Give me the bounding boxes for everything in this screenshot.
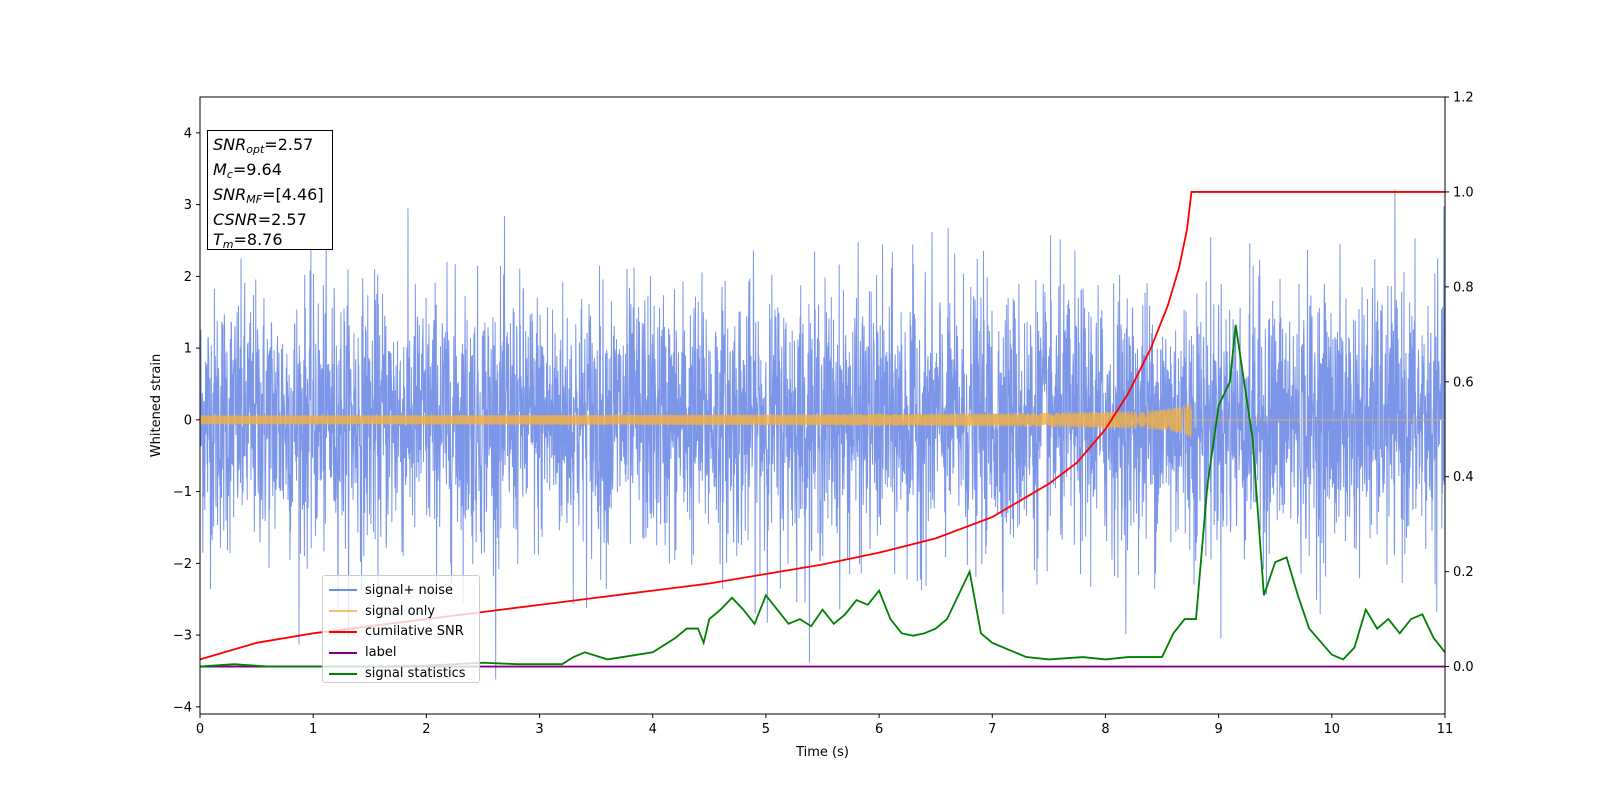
legend-swatch-label — [329, 651, 357, 654]
legend-item-cumulative-snr: cumilative SNR — [329, 622, 479, 643]
legend-label-signal-statistics: signal statistics — [365, 666, 466, 682]
y2-tick-label: 0.4 — [1453, 470, 1474, 485]
x-axis-label: Time (s) — [795, 745, 849, 760]
y-axis-label: Whitened strain — [149, 354, 164, 457]
y2-tick-label: 0.6 — [1453, 375, 1474, 390]
parameter-annotation-box: SNRopt=2.57 Mc=9.64 SNRMF=[4.46] CSNR=2.… — [207, 130, 333, 251]
merger-time-value: 8.76 — [246, 230, 283, 249]
csnr-value: 2.57 — [271, 210, 307, 229]
x-tick-label: 10 — [1324, 722, 1341, 737]
legend-item-signal-only: signal only — [329, 601, 479, 622]
legend-label-signal-noise: signal+ noise — [365, 582, 454, 598]
legend-swatch-signal-only — [329, 610, 357, 613]
y2-tick-label: 1.2 — [1453, 91, 1474, 106]
legend-label-cumulative-snr: cumilative SNR — [365, 624, 464, 640]
snr-opt-value: 2.57 — [277, 135, 314, 154]
legend: signal+ noise signal only cumilative SNR… — [322, 575, 480, 683]
x-axis-ticks: 0 1 2 3 4 5 6 7 8 9 10 11 — [196, 714, 1453, 737]
legend-swatch-signal-statistics — [329, 672, 357, 675]
legend-label-signal-only: signal only — [365, 603, 436, 619]
y2-tick-label: 0.0 — [1453, 660, 1474, 675]
legend-label-label: label — [365, 645, 397, 661]
legend-swatch-signal-noise — [329, 589, 357, 592]
x-tick-label: 4 — [649, 722, 657, 737]
chirp-mass-line: Mc=9.64 — [213, 160, 282, 181]
snr-mf-value: [4.46] — [275, 185, 324, 204]
legend-item-signal-noise: signal+ noise — [329, 580, 479, 601]
y-tick-label: 1 — [184, 342, 192, 357]
csnr-line: CSNR=2.57 — [213, 210, 307, 229]
snr-mf-line: SNRMF=[4.46] — [213, 185, 324, 206]
chirp-mass-value: 9.64 — [246, 160, 282, 179]
x-tick-label: 0 — [196, 722, 204, 737]
y2-tick-label: 1.0 — [1453, 185, 1474, 200]
signal-only-series — [199, 403, 1445, 439]
y2-axis-ticks: 1.2 1.0 0.8 0.6 0.4 0.2 0.0 — [1445, 91, 1474, 675]
plot-frame — [199, 96, 1446, 715]
legend-item-signal-statistics: signal statistics — [329, 663, 479, 684]
y-tick-label: −3 — [173, 629, 192, 644]
y-tick-label: −4 — [173, 700, 192, 715]
x-tick-label: 11 — [1437, 722, 1454, 737]
y-tick-label: 0 — [184, 413, 192, 428]
x-tick-label: 6 — [875, 722, 883, 737]
y2-tick-label: 0.8 — [1453, 280, 1474, 295]
x-tick-label: 8 — [1101, 722, 1109, 737]
y-axis-ticks: 4 3 2 1 0 −1 −2 −3 −4 — [173, 126, 200, 715]
signal-statistics-line — [199, 324, 1446, 668]
x-tick-label: 2 — [422, 722, 430, 737]
signal-only-line — [199, 403, 1445, 439]
y-tick-label: −1 — [173, 485, 192, 500]
y-tick-label: 2 — [184, 270, 192, 285]
legend-item-label: label — [329, 642, 479, 663]
legend-swatch-cumulative-snr — [329, 630, 357, 633]
y-tick-label: 4 — [184, 126, 192, 141]
y2-tick-label: 0.2 — [1453, 565, 1474, 580]
x-tick-label: 3 — [535, 722, 543, 737]
snr-opt-line: SNRopt=2.57 — [213, 135, 314, 156]
merger-time-line: Tm=8.76 — [213, 230, 283, 251]
y-tick-label: 3 — [184, 198, 192, 213]
x-tick-label: 9 — [1214, 722, 1222, 737]
y-tick-label: −2 — [173, 557, 192, 572]
x-tick-label: 7 — [988, 722, 996, 737]
x-tick-label: 1 — [309, 722, 317, 737]
x-tick-label: 5 — [762, 722, 770, 737]
